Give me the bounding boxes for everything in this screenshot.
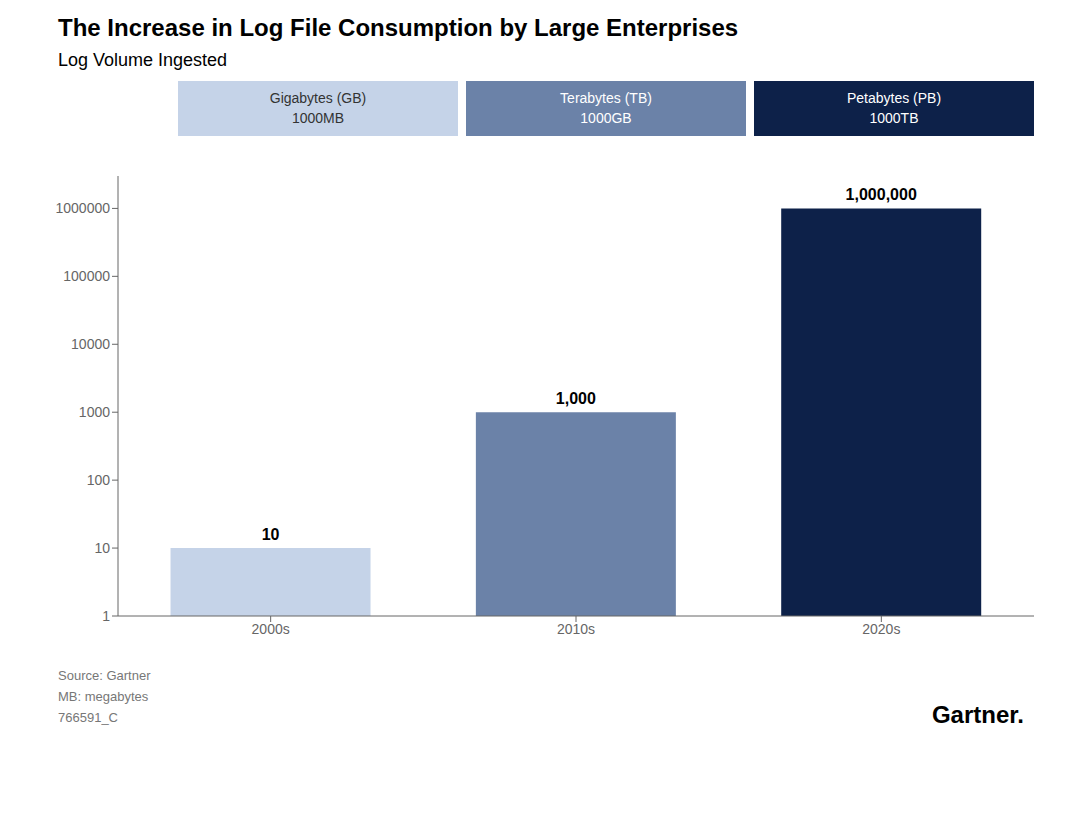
svg-text:1000: 1000 [79, 404, 110, 420]
svg-text:2010s: 2010s [557, 621, 595, 637]
svg-text:1000000: 1000000 [55, 201, 110, 217]
svg-text:10: 10 [94, 540, 110, 556]
svg-text:1,000,000: 1,000,000 [846, 187, 917, 204]
html-text:Gartner.: Gartner. [932, 700, 1024, 728]
html-text:Terabytes (TB) 1000GB: Terabytes (TB) 1000GB [560, 90, 652, 126]
html-text:Gigabytes (GB) 1000MB: Gigabytes (GB) 1000MB [269, 90, 367, 126]
svg-text:10: 10 [262, 526, 280, 543]
svg-text:2000s: 2000s [252, 621, 290, 637]
svg-text:100000: 100000 [63, 269, 110, 285]
svg-text:100: 100 [87, 472, 111, 488]
html-text:Petabytes (PB) 1000TB: Petabytes (PB) 1000TB [846, 90, 942, 126]
svg-text:1,000: 1,000 [556, 390, 596, 407]
svg-text:10000: 10000 [71, 336, 110, 352]
html-text:The Increase in Log File Consu: The Increase in Log File Consumption by … [58, 14, 739, 41]
svg-text:2020s: 2020s [862, 621, 900, 637]
svg-text:1: 1 [102, 608, 110, 624]
html-text:Log Volume Ingested: Log Volume Ingested [58, 50, 228, 70]
html-text:Source: Gartner MB: megabytes: Source: Gartner MB: megabytes 766591_C [58, 668, 151, 725]
